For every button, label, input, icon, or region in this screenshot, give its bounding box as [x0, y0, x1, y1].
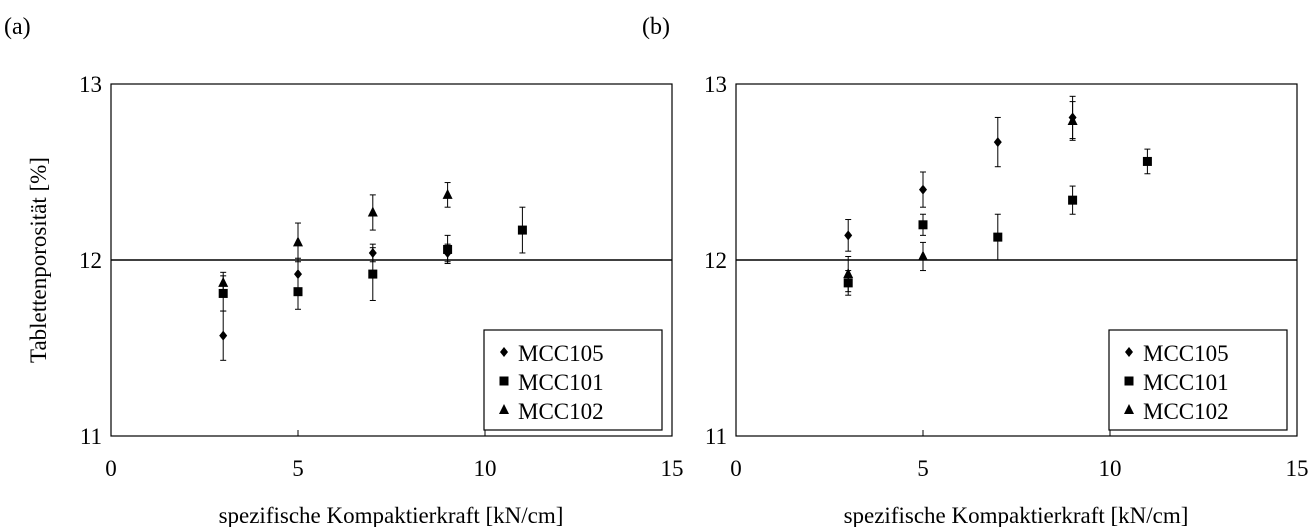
data-point-square	[443, 244, 453, 254]
legend-marker-triangle	[499, 404, 509, 414]
x-tick-label: 15	[661, 456, 684, 481]
legend-box	[483, 329, 663, 431]
x-tick-label: 10	[1099, 456, 1122, 481]
x-tick-label: 0	[730, 456, 742, 481]
data-point-square	[293, 287, 303, 297]
legend-marker-triangle	[1124, 404, 1134, 414]
series-mcc101	[843, 148, 1152, 296]
chart-panel-a: 0 5 10 15 11 12 13 MCC105 MCC101 MCC102 spezifis…	[79, 72, 684, 527]
legend-entry-label: MCC105	[1143, 341, 1229, 366]
legend-marker-diamond	[500, 347, 508, 357]
legend: MCC105 MCC101 MCC102	[1108, 329, 1288, 431]
panel-label-a: (a)	[4, 14, 31, 40]
legend-entry-label: MCC102	[518, 399, 604, 424]
legend: MCC105 MCC101 MCC102	[483, 329, 663, 431]
data-point-triangle	[218, 276, 229, 287]
data-point-diamond	[219, 330, 228, 341]
data-point-triangle	[367, 206, 378, 217]
series-mcc102	[218, 182, 453, 294]
data-point-square	[918, 220, 928, 230]
x-axis-label: spezifische Kompaktierkraft [kN/cm]	[844, 503, 1189, 527]
data-point-triangle	[918, 250, 928, 261]
legend-entry-label: MCC105	[518, 341, 604, 366]
legend-entry-label: MCC102	[1143, 399, 1229, 424]
series-mcc105	[844, 95, 1077, 252]
legend-box	[1108, 329, 1288, 431]
y-tick-label: 11	[705, 424, 727, 449]
series-mcc105	[219, 243, 452, 361]
data-point-square	[993, 232, 1003, 242]
data-point-triangle	[843, 268, 854, 279]
data-point-diamond	[919, 184, 927, 195]
data-point-square	[1068, 195, 1078, 205]
legend-marker-square	[1124, 376, 1134, 386]
legend-marker-diamond	[1125, 347, 1133, 357]
data-point-square	[368, 269, 378, 279]
data-point-square	[517, 225, 527, 235]
x-tick-label: 5	[917, 456, 929, 481]
data-point-triangle	[293, 236, 303, 247]
data-point-triangle	[1067, 114, 1078, 125]
panel-label-b: (b)	[642, 14, 670, 40]
y-tick-label: 13	[79, 72, 102, 97]
data-point-diamond	[844, 230, 853, 241]
y-tick-label: 12	[79, 248, 102, 273]
x-tick-label: 0	[105, 456, 117, 481]
x-axis-label: spezifische Kompaktierkraft [kN/cm]	[219, 503, 564, 527]
legend-entry-label: MCC101	[1143, 370, 1229, 395]
y-tick-label: 11	[80, 424, 102, 449]
y-axis-label: Tablettenporosität [%]	[26, 157, 51, 363]
x-tick-label: 10	[474, 456, 497, 481]
chart-panel-b: 0 5 10 15 11 12 13 MCC105 MCC101 MCC102 spezifis…	[704, 72, 1309, 527]
y-tick-label: 13	[704, 72, 727, 97]
x-tick-label: 15	[1286, 456, 1309, 481]
series-mcc102	[843, 101, 1078, 293]
data-point-diamond	[993, 137, 1002, 148]
data-point-square	[1142, 156, 1152, 166]
data-point-triangle	[442, 188, 453, 199]
x-tick-label: 5	[292, 456, 304, 481]
y-tick-label: 12	[704, 248, 727, 273]
legend-marker-square	[499, 376, 509, 386]
legend-entry-label: MCC101	[518, 370, 604, 395]
